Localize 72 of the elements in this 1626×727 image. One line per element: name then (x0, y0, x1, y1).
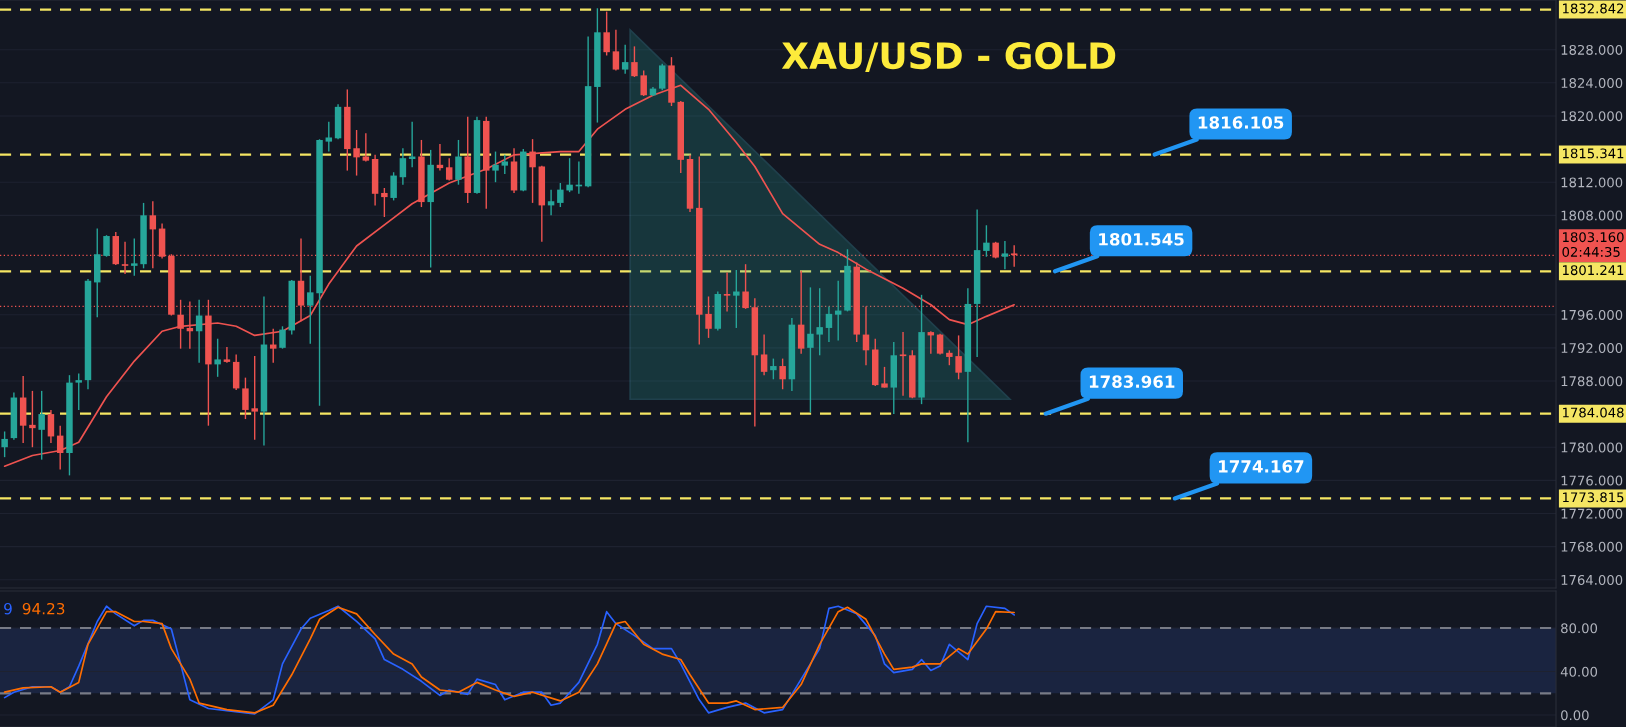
candlestick (983, 224, 990, 258)
candlestick (390, 171, 397, 202)
candlestick (612, 29, 620, 72)
ref-line-label: 1803.160 02:44:35 (1562, 232, 1624, 257)
y-tick-label: 1788.000 (1561, 376, 1623, 387)
candlestick (279, 325, 286, 350)
annotation: 1816.105 (1198, 116, 1284, 129)
candlestick (881, 366, 888, 389)
candlestick (38, 390, 45, 461)
candlestick (825, 305, 833, 343)
y-tick-label: 1820.000 (1561, 111, 1623, 122)
candlestick (955, 334, 962, 380)
candlestick (566, 157, 573, 193)
candlestick (399, 147, 407, 186)
ref-line-label: 1815.341 (1563, 148, 1624, 159)
candlestick (603, 10, 610, 57)
y-tick-label: 1824.000 (1561, 78, 1623, 89)
candlestick (1, 430, 8, 458)
candlestick (807, 286, 814, 414)
text: XAU/USD - GOLD (781, 41, 1116, 73)
annotation: 94.23 (22, 602, 65, 615)
annotation: 1774.167 (1219, 460, 1304, 473)
annotation: 9 (4, 602, 12, 615)
candlestick (621, 44, 629, 75)
candlestick (223, 346, 231, 364)
y-tick-label: 1764.000 (1561, 574, 1623, 585)
y-tick-label: 1772.000 (1561, 508, 1623, 519)
candlestick (492, 150, 499, 183)
candlestick (242, 376, 249, 420)
y-tick-label: 1776.000 (1561, 475, 1623, 486)
annotation: 1783.961 (1089, 375, 1175, 388)
y-tick-label: 1812.000 (1561, 177, 1623, 188)
candlestick (214, 338, 221, 378)
candlestick (251, 355, 258, 441)
candlestick (658, 63, 666, 91)
candlestick (779, 357, 786, 390)
candlestick (381, 187, 388, 218)
y-tick-label: 40.00 (1560, 666, 1598, 677)
candlestick (816, 287, 823, 356)
ref-line-label: 1832.842 (1563, 3, 1624, 14)
candlestick (760, 333, 768, 376)
candlestick (733, 269, 740, 329)
candlestick (631, 45, 638, 78)
candlestick (353, 129, 360, 177)
candlestick (103, 234, 110, 258)
candlestick (47, 409, 55, 444)
candlestick (75, 372, 82, 411)
candlestick (770, 357, 777, 380)
candlestick (131, 237, 138, 277)
annotation: 1801.545 (1099, 232, 1184, 246)
candlestick (307, 275, 314, 345)
y-tick-label: 1792.000 (1561, 343, 1623, 354)
y-tick-label: 0.00 (1561, 710, 1589, 721)
candlestick (501, 154, 509, 175)
candlestick (640, 69, 647, 97)
candlestick (29, 390, 36, 448)
y-tick-label: 1808.000 (1561, 210, 1623, 221)
ref-line-label: 1773.815 (1563, 492, 1624, 503)
ref-line-label: 1784.048 (1563, 407, 1624, 418)
y-tick-label: 80.00 (1561, 623, 1598, 634)
y-tick-label: 1796.000 (1561, 309, 1623, 320)
candlestick (557, 182, 564, 208)
ref-line-label: 1801.241 (1563, 265, 1624, 276)
y-tick-label: 1768.000 (1561, 541, 1623, 552)
candlestick (455, 139, 462, 186)
candlestick (529, 138, 536, 204)
y-tick-label: 1828.000 (1561, 44, 1623, 55)
candlestick (899, 331, 907, 397)
y-tick-label: 1780.000 (1561, 442, 1623, 453)
candlestick (325, 121, 333, 153)
candlestick (445, 157, 453, 182)
candlestick (1001, 240, 1009, 270)
